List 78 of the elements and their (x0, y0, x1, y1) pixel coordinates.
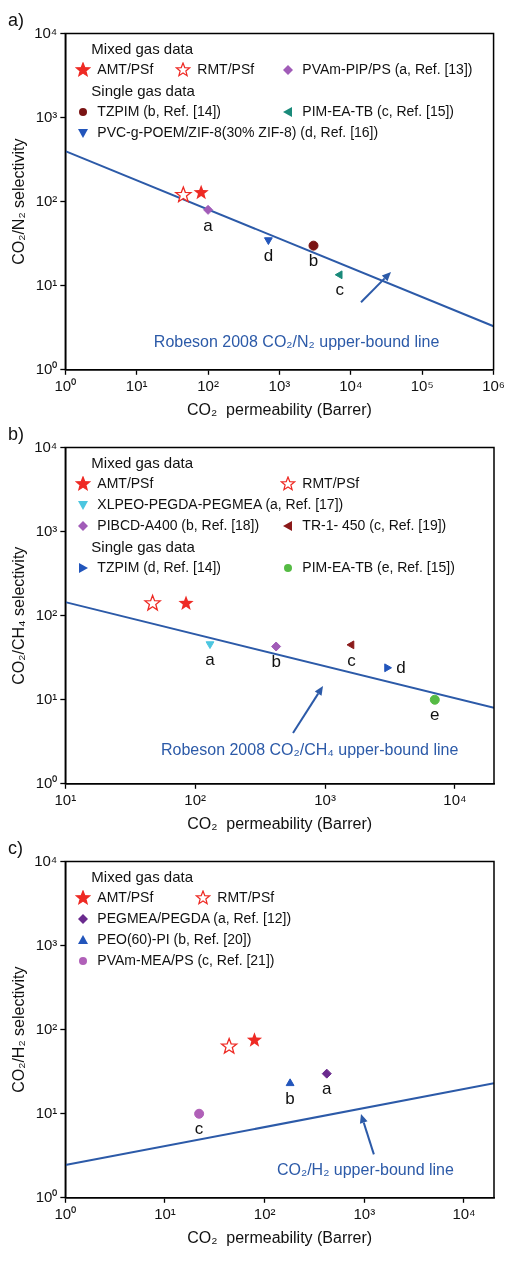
y-tick-label: 10¹ (35, 689, 58, 707)
y-tick-label: 10⁰ (35, 359, 58, 377)
legend-label: PIBCD-A400 (b, Ref. [18]) (96, 515, 260, 535)
chart-title: b) (8, 423, 25, 444)
legend-label: AMT/PSf (96, 59, 154, 79)
annotation: Robeson 2008 CO₂/CH₄ upper-bound line (160, 740, 459, 758)
x-axis-title: CO₂ permeability (Barrer) (187, 814, 373, 832)
annotation: Single gas data (91, 81, 195, 99)
legend-label: PIM-EA-TB (e, Ref. [15]) (301, 557, 455, 577)
x-tick-label: 10¹ (54, 790, 77, 808)
annotation: b (308, 251, 319, 271)
x-tick-label: 10⁴ (443, 790, 467, 808)
x-tick-label: 10² (253, 1204, 276, 1222)
legend-label: RMT/PSf (196, 59, 255, 79)
legend-label: RMT/PSf (301, 473, 360, 493)
y-tick-label: 10⁴ (34, 437, 58, 455)
legend-label: AMT/PSf (96, 473, 154, 493)
annotation: Single gas data (91, 537, 195, 555)
annotation: Mixed gas data (91, 867, 194, 885)
y-axis-title: CO₂/CH₄ selectivity (10, 546, 28, 685)
annotation: b (285, 1089, 295, 1109)
annotation: a (322, 1079, 333, 1099)
y-tick-label: 10² (35, 191, 58, 209)
annotation: b (271, 652, 281, 672)
legend-label: PVC-g-POEM/ZIF-8(30% ZIF-8) (d, Ref. [16]) (96, 122, 379, 142)
x-tick-label: 10⁶ (482, 376, 505, 394)
x-tick-label: 10⁴ (452, 1204, 476, 1222)
y-tick-label: 10⁰ (35, 1187, 58, 1205)
y-tick-label: 10³ (35, 521, 58, 539)
legend-label: AMT/PSf (96, 887, 154, 907)
legend-label: RMT/PSf (216, 887, 275, 907)
y-axis-title: CO₂/N₂ selectivity (10, 138, 28, 265)
y-tick-label: 10³ (35, 935, 58, 953)
x-tick-label: 10⁰ (54, 1204, 77, 1222)
chart-title: c) (8, 837, 23, 858)
x-tick-label: 10⁴ (339, 376, 363, 394)
x-tick-label: 10³ (353, 1204, 376, 1222)
annotation: Mixed gas data (91, 39, 194, 57)
x-tick-label: 10¹ (154, 1204, 176, 1222)
y-tick-label: 10⁴ (34, 851, 58, 869)
x-tick-label: 10³ (268, 376, 291, 394)
x-tick-label: 10² (184, 790, 207, 808)
x-tick-label: 10¹ (125, 376, 148, 394)
x-axis-title: CO₂ permeability (Barrer) (187, 1228, 373, 1246)
x-axis-title: CO₂ permeability (Barrer) (186, 400, 372, 418)
x-tick-label: 10² (197, 376, 219, 394)
y-tick-label: 10² (35, 605, 58, 623)
legend-label: PVAm-PIP/PS (a, Ref. [13]) (301, 59, 473, 79)
annotation: d (263, 245, 274, 265)
y-tick-label: 10⁰ (35, 773, 58, 791)
legend-label: TZPIM (b, Ref. [14]) (96, 101, 222, 121)
legend-label: TR-1- 450 (c, Ref. [19]) (301, 515, 447, 535)
legend-label: XLPEO-PEGDA-PEGMEA (a, Ref. [17]) (96, 494, 344, 514)
annotation: Robeson 2008 CO₂/N₂ upper-bound line (153, 333, 440, 351)
legend-label: PVAm-MEA/PS (c, Ref. [21]) (96, 950, 275, 970)
annotation: e (430, 705, 440, 725)
legend-label: PEGMEA/PEGDA (a, Ref. [12]) (96, 908, 292, 928)
y-tick-label: 10² (35, 1019, 58, 1037)
annotation: CO₂/H₂ upper-bound line (276, 1161, 454, 1179)
legend-label: PIM-EA-TB (c, Ref. [15]) (301, 101, 455, 121)
annotation: c (194, 1119, 204, 1139)
y-tick-label: 10⁴ (34, 23, 58, 41)
y-axis-title: CO₂/H₂ selectivity (10, 966, 28, 1093)
x-tick-label: 10³ (314, 790, 336, 808)
legend-label: PEO(60)-PI (b, Ref. [20]) (96, 929, 252, 949)
annotation: c (347, 650, 357, 670)
annotation: a (205, 649, 216, 669)
y-tick-label: 10¹ (35, 1103, 58, 1121)
annotation: a (203, 215, 214, 235)
annotation: Mixed gas data (91, 453, 194, 471)
legend-label: TZPIM (d, Ref. [14]) (96, 557, 222, 577)
x-tick-label: 10⁰ (54, 376, 77, 394)
annotation: d (396, 658, 406, 678)
y-tick-label: 10³ (35, 107, 58, 125)
annotation: c (335, 280, 345, 300)
y-tick-label: 10¹ (35, 275, 58, 293)
chart-title: a) (8, 9, 25, 30)
x-tick-label: 10⁵ (410, 376, 434, 394)
